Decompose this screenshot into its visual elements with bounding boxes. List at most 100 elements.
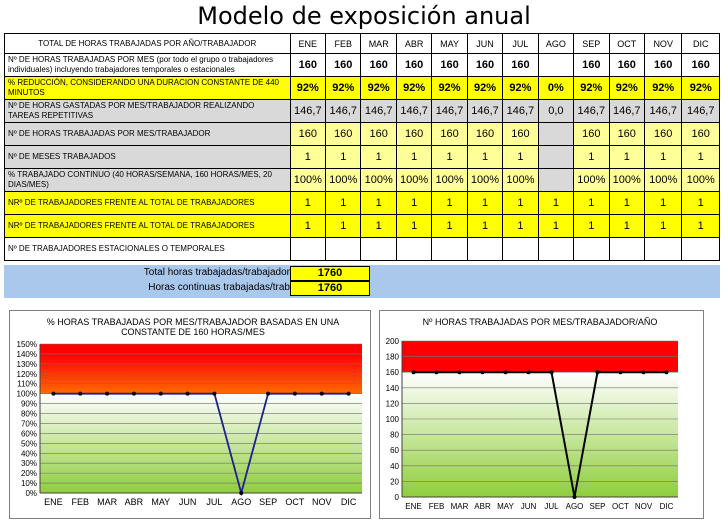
table-cell <box>325 237 362 261</box>
table-row: Nº DE HORAS TRABAJADAS POR MES (por todo… <box>4 53 720 77</box>
data-point <box>131 391 136 396</box>
table-cell: 92% <box>325 76 362 100</box>
table-cell: 1 <box>573 214 610 238</box>
y-tick-label: 80% <box>21 410 37 419</box>
table-cell: 1 <box>502 191 539 215</box>
chart-percent: % HORAS TRABAJADAS POR MES/TRABAJADOR BA… <box>17 317 362 507</box>
table-cell: 1 <box>360 214 397 238</box>
table-cell: 100% <box>466 168 504 192</box>
data-point <box>319 391 324 396</box>
data-point <box>572 495 577 499</box>
x-tick-label: JUL <box>544 502 559 511</box>
chart-title: Nº HORAS TRABAJADAS POR MES/TRABAJADOR/A… <box>423 317 658 327</box>
x-tick-label: AGO <box>231 497 251 507</box>
y-tick-label: 140% <box>17 350 37 359</box>
data-point <box>158 391 163 396</box>
x-tick-label: JUN <box>179 497 197 507</box>
month-header: JUL <box>502 33 539 54</box>
y-tick-label: 70% <box>21 419 37 428</box>
x-tick-label: DIC <box>660 502 674 511</box>
page-title: Modelo de exposición anual <box>197 2 531 30</box>
table-cell: 100% <box>643 168 683 192</box>
y-tick-label: 140 <box>386 384 400 393</box>
table-cell: 160 <box>395 122 433 146</box>
table-cell <box>537 168 575 192</box>
data-point <box>346 391 351 396</box>
table-cell: 1 <box>643 145 683 169</box>
x-tick-label: DIC <box>341 497 357 507</box>
x-tick-label: AGO <box>566 502 584 511</box>
table-cell: 160 <box>681 53 720 77</box>
table-header-label: TOTAL DE HORAS TRABAJADAS POR AÑO/TRABAJ… <box>4 33 291 54</box>
row-label: NRº DE TRABAJADORES FRENTE AL TOTAL DE T… <box>4 191 291 215</box>
table-cell: 92% <box>643 76 683 100</box>
table-cell: 160 <box>643 122 683 146</box>
y-tick-label: 130% <box>17 360 37 369</box>
table-cell: 146,7 <box>643 99 683 123</box>
table-cell: 160 <box>502 53 539 77</box>
y-tick-label: 150% <box>17 340 37 349</box>
table-cell: 1 <box>395 145 433 169</box>
data-point <box>503 370 508 375</box>
table-cell: 1 <box>325 145 362 169</box>
table-row: NRº DE TRABAJADORES FRENTE AL TOTAL DE T… <box>4 191 720 215</box>
table-cell <box>502 237 539 261</box>
table-cell: 160 <box>395 53 433 77</box>
x-tick-label: OCT <box>285 497 305 507</box>
table-row: Nº DE HORAS GASTADAS POR MES/TRABAJADOR … <box>4 99 720 123</box>
table-cell: 160 <box>466 53 504 77</box>
table-cell: 160 <box>608 53 645 77</box>
data-point <box>618 370 623 375</box>
table-cell: 1 <box>608 214 645 238</box>
table-cell <box>360 237 397 261</box>
row-label: % REDUCCIÓN, CONSIDERANDO UNA DURACION C… <box>4 76 291 100</box>
y-tick-label: 60 <box>390 446 399 455</box>
y-tick-label: 60% <box>21 429 37 438</box>
y-tick-label: 120 <box>386 399 400 408</box>
y-tick-label: 120% <box>17 370 37 379</box>
table-cell: 1 <box>395 191 433 215</box>
table-cell: 1 <box>502 214 539 238</box>
table-cell: 100% <box>431 168 468 192</box>
row-label: NRº DE TRABAJADORES FRENTE AL TOTAL DE T… <box>4 214 291 238</box>
y-tick-label: 160 <box>386 368 400 377</box>
data-point <box>549 370 554 375</box>
total-hours-value: 1760 <box>290 266 370 281</box>
chart-percent-box: % HORAS TRABAJADAS POR MES/TRABAJADOR BA… <box>9 310 371 519</box>
month-header: SEP <box>573 33 610 54</box>
table-cell: 146,7 <box>431 99 468 123</box>
month-header: JUN <box>466 33 504 54</box>
data-point <box>266 391 271 396</box>
table-cell: 146,7 <box>466 99 504 123</box>
table-cell: 160 <box>466 122 504 146</box>
row-label: Nº DE HORAS TRABAJADAS POR MES (por todo… <box>4 53 291 77</box>
data-point <box>411 370 416 375</box>
table-cell: 160 <box>681 122 720 146</box>
table-cell: 1 <box>643 191 683 215</box>
table-cell: 160 <box>431 122 468 146</box>
x-tick-label: ABR <box>125 497 144 507</box>
table-cell: 1 <box>681 145 720 169</box>
data-point <box>595 370 600 375</box>
table-cell: 1 <box>608 145 645 169</box>
table-cell: 160 <box>360 53 397 77</box>
table-cell: 92% <box>360 76 397 100</box>
y-tick-label: 20 <box>390 477 399 486</box>
table-cell <box>466 237 504 261</box>
month-header: MAR <box>360 33 397 54</box>
table-cell: 1 <box>466 145 504 169</box>
table-cell: 1 <box>360 145 397 169</box>
table-cell: 100% <box>608 168 645 192</box>
table-cell: 146,7 <box>502 99 539 123</box>
y-tick-label: 30% <box>21 459 37 468</box>
table-cell: 100% <box>573 168 610 192</box>
data-point <box>457 370 462 375</box>
x-tick-label: FEB <box>429 502 445 511</box>
y-tick-label: 100% <box>17 390 37 399</box>
table-cell: 146,7 <box>573 99 610 123</box>
table-cell: 1 <box>431 145 468 169</box>
table-cell: 1 <box>395 214 433 238</box>
y-tick-label: 40 <box>390 462 399 471</box>
data-point <box>239 491 244 495</box>
table-cell: 1 <box>289 145 327 169</box>
